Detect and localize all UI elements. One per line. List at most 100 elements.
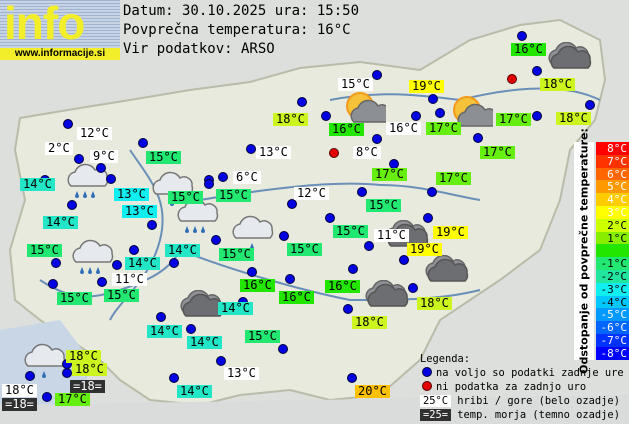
station-dot[interactable] bbox=[129, 245, 139, 255]
temperature-label: 17°C bbox=[480, 146, 515, 159]
station-dot[interactable] bbox=[204, 179, 214, 189]
station-dot[interactable] bbox=[279, 231, 289, 241]
station-dot[interactable] bbox=[218, 172, 228, 182]
station-dot[interactable] bbox=[63, 119, 73, 129]
station-dot[interactable] bbox=[428, 94, 438, 104]
logo[interactable]: info www.informacije.si bbox=[0, 0, 120, 60]
scale-step: -7°C bbox=[596, 333, 629, 347]
station-dot[interactable] bbox=[169, 258, 179, 268]
station-dot[interactable] bbox=[347, 373, 357, 383]
station-dot[interactable] bbox=[357, 187, 367, 197]
temperature-label: 17°C bbox=[426, 122, 461, 135]
station-dot[interactable] bbox=[348, 264, 358, 274]
station-dot[interactable] bbox=[399, 255, 409, 265]
station-dot[interactable] bbox=[532, 66, 542, 76]
station-dot[interactable] bbox=[532, 111, 542, 121]
sea-temperature-label: =18= bbox=[70, 380, 105, 393]
scale-title: Odstopanje od povprečne temperature: bbox=[574, 128, 594, 374]
station-dot[interactable] bbox=[364, 241, 374, 251]
temperature-label: 18°C bbox=[540, 78, 575, 91]
station-dot[interactable] bbox=[411, 111, 421, 121]
station-dot[interactable] bbox=[246, 144, 256, 154]
station-dot[interactable] bbox=[147, 220, 157, 230]
station-dot[interactable] bbox=[247, 267, 257, 277]
deviation-scale: 8°C 7°C 6°C 5°C 4°C 3°C 2°C 1°C -1°C -2°C -3°C -4°C… bbox=[596, 142, 629, 360]
station-dot[interactable] bbox=[287, 199, 297, 209]
station-dot[interactable] bbox=[321, 111, 331, 121]
scale-step: 7°C bbox=[596, 154, 629, 168]
logo-word: info bbox=[4, 0, 85, 49]
temperature-label: 14°C bbox=[147, 325, 182, 338]
logo-url[interactable]: www.informacije.si bbox=[0, 48, 120, 60]
mountain-temperature-label: 2°C bbox=[45, 142, 73, 155]
scale-step: 1°C bbox=[596, 231, 629, 244]
station-dot[interactable] bbox=[278, 344, 288, 354]
station-dot[interactable] bbox=[423, 213, 433, 223]
temperature-label: 14°C bbox=[20, 178, 55, 191]
dark-cloud-weather-icon bbox=[365, 280, 409, 307]
station-dot[interactable] bbox=[285, 274, 295, 284]
station-dot[interactable] bbox=[435, 108, 445, 118]
scale-step: -2°C bbox=[596, 269, 629, 283]
station-dot[interactable] bbox=[48, 279, 58, 289]
temperature-label: 15°C bbox=[168, 191, 203, 204]
station-dot[interactable] bbox=[96, 163, 106, 173]
temperature-label: 15°C bbox=[219, 248, 254, 261]
station-dot[interactable] bbox=[25, 371, 35, 381]
scale-step: -6°C bbox=[596, 321, 629, 334]
temperature-label: 14°C bbox=[125, 257, 160, 270]
average-temperature: Povprečna temperatura: 16°C bbox=[123, 22, 351, 38]
station-dot[interactable] bbox=[186, 324, 196, 334]
temperature-label: 19°C bbox=[433, 226, 468, 239]
temperature-label: 16°C bbox=[511, 43, 546, 56]
scale-step: -1°C bbox=[596, 257, 629, 270]
station-dot[interactable] bbox=[297, 97, 307, 107]
station-dot[interactable] bbox=[51, 258, 61, 268]
temperature-label: 15°C bbox=[57, 292, 92, 305]
station-dot[interactable] bbox=[408, 283, 418, 293]
station-dot[interactable] bbox=[112, 260, 122, 270]
temperature-label: 16°C bbox=[240, 279, 275, 292]
temperature-label: 17°C bbox=[496, 113, 531, 126]
station-dot[interactable] bbox=[42, 392, 52, 402]
station-missing-dot[interactable] bbox=[507, 74, 517, 84]
temperature-label: 18°C bbox=[273, 113, 308, 126]
station-dot[interactable] bbox=[517, 31, 527, 41]
station-dot[interactable] bbox=[585, 100, 595, 110]
station-dot[interactable] bbox=[372, 134, 382, 144]
temperature-label: 15°C bbox=[333, 225, 368, 238]
station-dot[interactable] bbox=[74, 154, 84, 164]
mountain-sample: 25°C bbox=[420, 395, 452, 407]
mountain-temperature-label: 9°C bbox=[90, 150, 118, 163]
mountain-temperature-label: 6°C bbox=[233, 171, 261, 184]
station-dot[interactable] bbox=[372, 70, 382, 80]
station-dot[interactable] bbox=[427, 187, 437, 197]
light-rain-weather-icon bbox=[152, 171, 194, 206]
mountain-temperature-label: 8°C bbox=[353, 146, 381, 159]
temperature-label: 15°C bbox=[27, 244, 62, 257]
mountain-temperature-label: 15°C bbox=[338, 78, 373, 91]
temperature-label: 20°C bbox=[355, 385, 390, 398]
legend-available-text: na voljo so podatki zadnje ure bbox=[436, 367, 624, 379]
station-dot[interactable] bbox=[473, 133, 483, 143]
temperature-label: 13°C bbox=[122, 205, 157, 218]
station-missing-dot[interactable] bbox=[329, 148, 339, 158]
station-dot[interactable] bbox=[67, 200, 77, 210]
station-dot[interactable] bbox=[216, 356, 226, 366]
temperature-label: 17°C bbox=[372, 168, 407, 181]
station-dot[interactable] bbox=[325, 213, 335, 223]
station-dot[interactable] bbox=[106, 174, 116, 184]
station-dot[interactable] bbox=[62, 368, 72, 378]
station-dot[interactable] bbox=[211, 235, 221, 245]
station-dot[interactable] bbox=[169, 373, 179, 383]
mountain-temperature-label: 11°C bbox=[374, 229, 409, 242]
station-dot[interactable] bbox=[343, 304, 353, 314]
sun-cloud-weather-icon bbox=[453, 96, 493, 127]
scale-step: -5°C bbox=[596, 308, 629, 321]
mountain-temperature-label: 18°C bbox=[2, 384, 37, 397]
station-dot[interactable] bbox=[138, 138, 148, 148]
station-dot[interactable] bbox=[97, 277, 107, 287]
temperature-label: 18°C bbox=[556, 112, 591, 125]
station-dot[interactable] bbox=[156, 312, 166, 322]
